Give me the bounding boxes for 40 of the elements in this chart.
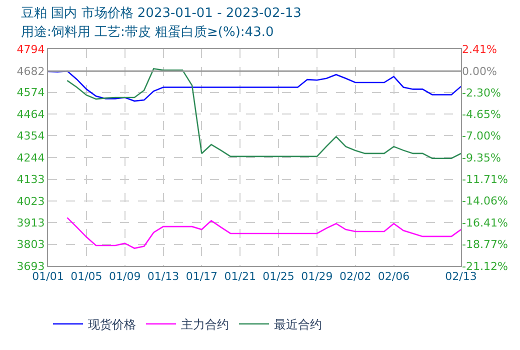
legend-label: 现货价格 xyxy=(88,318,136,332)
x-tick-label: 02/13 xyxy=(445,270,477,284)
y-tick-label: 4023 xyxy=(16,194,45,208)
x-tick-label: 02/02 xyxy=(340,270,372,284)
chart-title: 豆粕 国内 市场价格 2023-01-01 - 2023-02-13 xyxy=(21,6,302,21)
x-tick-label: 01/09 xyxy=(108,270,141,284)
y-tick-label: 4354 xyxy=(16,130,45,143)
x-tick-label: 01/25 xyxy=(262,270,294,284)
y-tick-label: 4464 xyxy=(16,108,45,121)
y2-tick-label: -9.35% xyxy=(462,151,501,164)
y2-tick-label: 2.41% xyxy=(462,42,497,56)
y-tick-label: 4244 xyxy=(16,151,45,164)
x-tick-label: 02/06 xyxy=(378,270,410,284)
y-tick-label: 3803 xyxy=(16,238,45,252)
x-tick-label: 01/13 xyxy=(147,270,180,284)
legend-label: 最近合约 xyxy=(274,318,322,332)
y-tick-label: 4574 xyxy=(16,86,45,100)
x-tick-label: 01/17 xyxy=(186,270,218,284)
y-tick-label: 4682 xyxy=(16,64,45,78)
line-series xyxy=(66,68,461,160)
x-tick-label: 01/29 xyxy=(301,270,333,284)
y-tick-label: 3693 xyxy=(16,260,45,273)
y-tick-label: 4794 xyxy=(16,42,45,56)
y2-tick-label: -7.00% xyxy=(462,130,501,143)
y2-tick-label: 0.00% xyxy=(462,65,497,78)
x-tick-label: 01/21 xyxy=(224,270,256,284)
y2-tick-label: -21.12% xyxy=(462,260,508,273)
y2-tick-label: -16.41% xyxy=(462,216,508,230)
x-tick-label: 01/01 xyxy=(32,270,64,284)
y2-tick-label: -14.06% xyxy=(462,194,508,208)
y2-tick-label: -4.65% xyxy=(462,108,501,121)
y2-tick-label: -18.77% xyxy=(462,238,508,252)
chart-subtitle: 用途:饲料用 工艺:带皮 粗蛋白质≥(%):43.0 xyxy=(21,25,274,40)
y2-tick-label: -2.30% xyxy=(462,86,501,100)
x-tick-label: 01/05 xyxy=(70,270,102,284)
y-tick-label: 4133 xyxy=(16,173,45,186)
line-series xyxy=(66,217,461,249)
y2-tick-label: -11.71% xyxy=(462,173,508,186)
y-tick-label: 3913 xyxy=(16,216,45,230)
legend-label: 主力合约 xyxy=(181,318,229,332)
